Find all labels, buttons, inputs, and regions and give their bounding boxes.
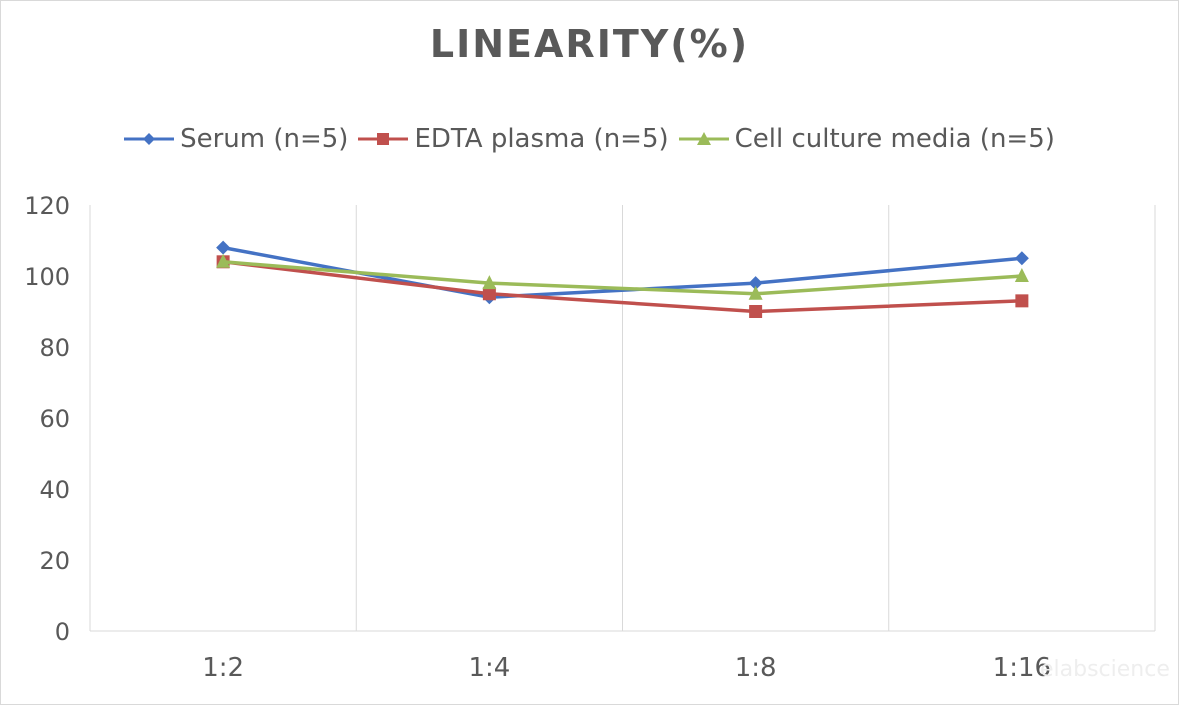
data-point-edta xyxy=(482,287,496,301)
data-point-cell xyxy=(216,253,231,268)
series-line-2 xyxy=(222,260,1022,296)
legend-item-edta: EDTA plasma (n=5) xyxy=(358,124,669,154)
data-point-serum xyxy=(748,276,763,291)
legend-marker-serum xyxy=(124,133,175,145)
data-point-cell xyxy=(748,285,763,300)
watermark: elabscience xyxy=(1040,657,1170,682)
legend-item-cell: Cell culture media (n=5) xyxy=(678,124,1055,154)
legend-marker-cell xyxy=(678,132,729,145)
data-point-edta xyxy=(749,305,763,318)
legend-label-edta: EDTA plasma (n=5) xyxy=(414,124,669,154)
data-point-serum xyxy=(1014,251,1029,266)
legend-label-serum: Serum (n=5) xyxy=(180,124,349,154)
y-tick-label: 60 xyxy=(39,405,70,433)
y-tick-label: 0 xyxy=(55,618,70,646)
y-tick-label: 120 xyxy=(24,192,70,220)
x-tick-label: 1:2 xyxy=(202,653,244,683)
data-point-cell xyxy=(1014,268,1029,282)
x-tick-label: 1:16 xyxy=(993,653,1051,683)
legend-marker-edta xyxy=(358,133,409,145)
x-tick-label: 1:8 xyxy=(735,653,777,683)
legend: Serum (n=5) EDTA plasma (n=5) Cell cultu… xyxy=(0,124,1179,154)
y-tick-label: 80 xyxy=(39,334,70,362)
series-line-1 xyxy=(222,260,1022,314)
data-point-serum xyxy=(216,240,231,255)
data-point-edta xyxy=(1015,294,1029,308)
y-tick-label: 100 xyxy=(24,263,70,291)
chart-title: LINEARITY(%) xyxy=(429,22,750,66)
legend-item-serum: Serum (n=5) xyxy=(124,124,348,154)
y-tick-label: 40 xyxy=(39,476,70,504)
legend-label-cell: Cell culture media (n=5) xyxy=(734,124,1055,154)
y-tick-label: 20 xyxy=(39,547,70,575)
data-point-cell xyxy=(482,275,497,290)
x-tick-label: 1:4 xyxy=(468,653,510,683)
